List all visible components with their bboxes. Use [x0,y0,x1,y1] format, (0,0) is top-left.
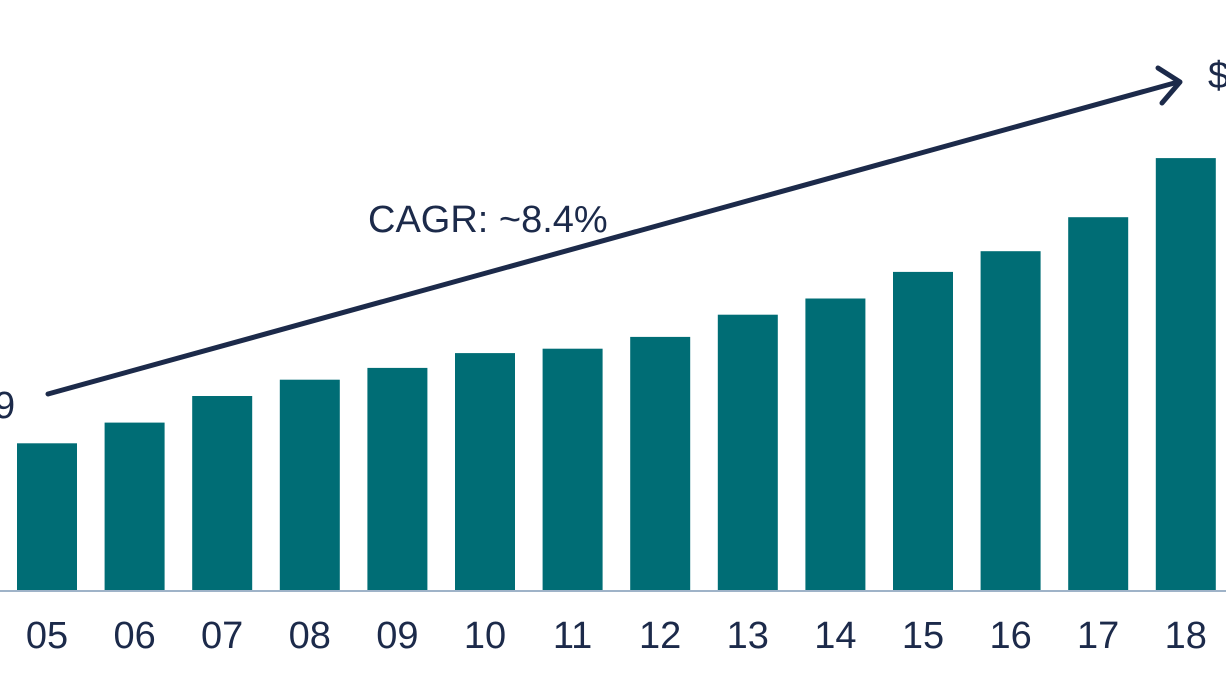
bar-10 [455,353,515,591]
bars-group [17,158,1216,592]
x-tick-label-08: 08 [289,615,331,657]
x-tick-label-10: 10 [464,615,506,657]
bar-07 [192,396,253,591]
x-tick-label-11: 11 [553,615,592,657]
cagr-annotation: CAGR: ~8.4% [368,199,608,241]
x-tick-label-12: 12 [639,615,681,657]
bar-05 [17,443,77,592]
x-tick-label-07: 07 [201,615,243,657]
bar-18 [1155,158,1216,591]
x-tick-labels: 05 06 07 08 09 10 11 12 13 14 15 16 17 18 [26,615,1207,657]
bar-14 [805,298,866,591]
bar-12 [630,336,691,591]
bar-13 [717,314,778,591]
x-tick-label-14: 14 [814,615,856,657]
bar-15 [893,271,953,591]
bar-16 [980,251,1041,591]
x-tick-label-17: 17 [1077,615,1119,657]
end-value-label: $ [1208,55,1226,97]
bar-11 [542,348,603,591]
cagr-trend-arrow [45,79,1181,397]
x-tick-label-06: 06 [113,615,155,657]
arrow-head-icon [1155,65,1183,106]
bar-06 [104,422,165,591]
x-tick-label-05: 05 [26,615,68,657]
x-tick-label-16: 16 [989,615,1031,657]
bar-17 [1068,217,1129,591]
x-tick-label-18: 18 [1165,615,1207,657]
x-tick-label-13: 13 [727,615,769,657]
x-tick-label-15: 15 [902,615,944,657]
x-tick-label-09: 09 [376,615,418,657]
bar-09 [367,367,428,591]
start-value-label: 9 [0,385,15,427]
bar-08 [279,379,340,591]
